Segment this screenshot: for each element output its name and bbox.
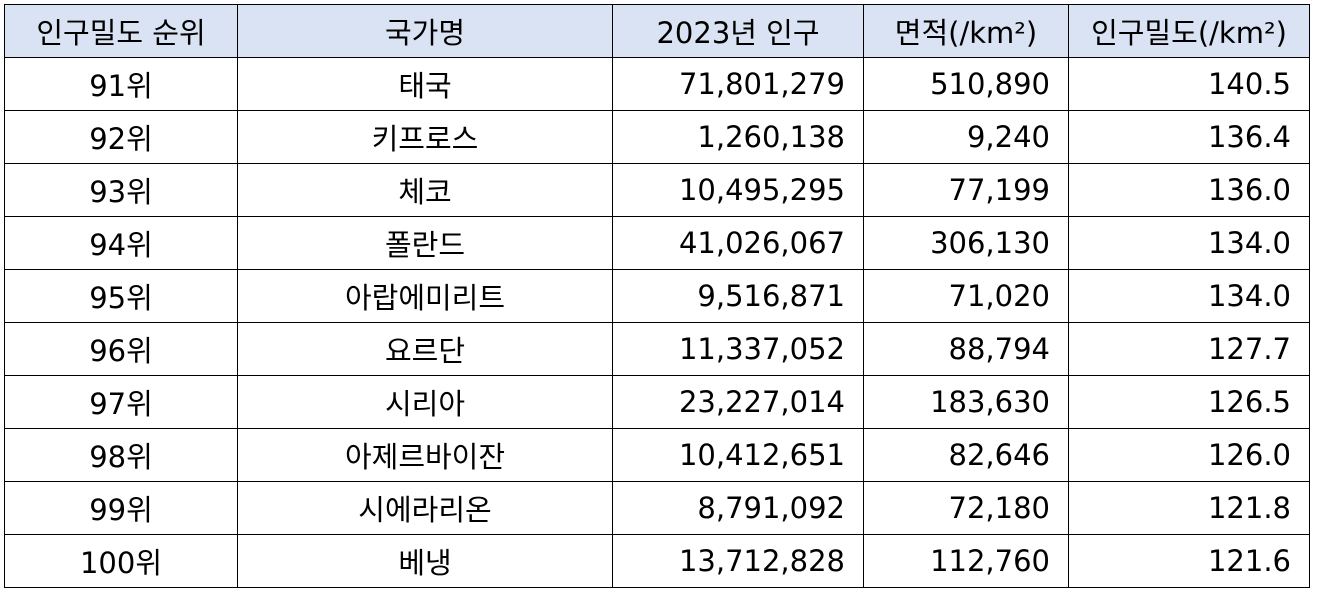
header-rank: 인구밀도 순위 xyxy=(4,4,238,58)
table-row: 96위 요르단 11,337,052 88,794 127.7 xyxy=(4,322,1310,376)
header-row: 인구밀도 순위 국가명 2023년 인구 면적(/km²) 인구밀도(/km²) xyxy=(4,4,1310,58)
table-row: 100위 베냉 13,712,828 112,760 121.6 xyxy=(4,534,1310,588)
country-cell: 아랍에미리트 xyxy=(237,269,613,323)
area-cell: 77,199 xyxy=(863,163,1069,217)
density-cell: 134.0 xyxy=(1068,216,1310,270)
population-cell: 13,712,828 xyxy=(612,534,864,588)
rank-cell: 97위 xyxy=(4,375,238,429)
table-row: 91위 태국 71,801,279 510,890 140.5 xyxy=(4,57,1310,111)
country-cell: 키프로스 xyxy=(237,110,613,164)
header-density: 인구밀도(/km²) xyxy=(1068,4,1310,58)
density-cell: 126.5 xyxy=(1068,375,1310,429)
table-row: 94위 폴란드 41,026,067 306,130 134.0 xyxy=(4,216,1310,270)
rank-cell: 100위 xyxy=(4,534,238,588)
table-row: 95위 아랍에미리트 9,516,871 71,020 134.0 xyxy=(4,269,1310,323)
density-cell: 140.5 xyxy=(1068,57,1310,111)
header-country: 국가명 xyxy=(237,4,613,58)
area-cell: 9,240 xyxy=(863,110,1069,164)
country-cell: 베냉 xyxy=(237,534,613,588)
rank-cell: 92위 xyxy=(4,110,238,164)
population-cell: 8,791,092 xyxy=(612,481,864,535)
area-cell: 306,130 xyxy=(863,216,1069,270)
population-cell: 23,227,014 xyxy=(612,375,864,429)
table-row: 92위 키프로스 1,260,138 9,240 136.4 xyxy=(4,110,1310,164)
country-cell: 체코 xyxy=(237,163,613,217)
table-row: 98위 아제르바이잔 10,412,651 82,646 126.0 xyxy=(4,428,1310,482)
population-cell: 10,412,651 xyxy=(612,428,864,482)
density-cell: 134.0 xyxy=(1068,269,1310,323)
rank-cell: 91위 xyxy=(4,57,238,111)
table-row: 99위 시에라리온 8,791,092 72,180 121.8 xyxy=(4,481,1310,535)
rank-cell: 93위 xyxy=(4,163,238,217)
population-cell: 11,337,052 xyxy=(612,322,864,376)
area-cell: 88,794 xyxy=(863,322,1069,376)
population-cell: 71,801,279 xyxy=(612,57,864,111)
density-cell: 121.6 xyxy=(1068,534,1310,588)
population-cell: 10,495,295 xyxy=(612,163,864,217)
table-row: 97위 시리아 23,227,014 183,630 126.5 xyxy=(4,375,1310,429)
country-cell: 시에라리온 xyxy=(237,481,613,535)
area-cell: 71,020 xyxy=(863,269,1069,323)
country-cell: 아제르바이잔 xyxy=(237,428,613,482)
population-cell: 9,516,871 xyxy=(612,269,864,323)
area-cell: 82,646 xyxy=(863,428,1069,482)
country-cell: 시리아 xyxy=(237,375,613,429)
density-cell: 127.7 xyxy=(1068,322,1310,376)
population-cell: 41,026,067 xyxy=(612,216,864,270)
country-cell: 태국 xyxy=(237,57,613,111)
rank-cell: 98위 xyxy=(4,428,238,482)
density-cell: 136.4 xyxy=(1068,110,1310,164)
area-cell: 112,760 xyxy=(863,534,1069,588)
population-density-table: 인구밀도 순위 국가명 2023년 인구 면적(/km²) 인구밀도(/km²)… xyxy=(4,4,1310,588)
area-cell: 510,890 xyxy=(863,57,1069,111)
country-cell: 요르단 xyxy=(237,322,613,376)
table-row: 93위 체코 10,495,295 77,199 136.0 xyxy=(4,163,1310,217)
country-cell: 폴란드 xyxy=(237,216,613,270)
area-cell: 183,630 xyxy=(863,375,1069,429)
rank-cell: 96위 xyxy=(4,322,238,376)
header-area: 면적(/km²) xyxy=(863,4,1069,58)
rank-cell: 94위 xyxy=(4,216,238,270)
rank-cell: 95위 xyxy=(4,269,238,323)
rank-cell: 99위 xyxy=(4,481,238,535)
population-cell: 1,260,138 xyxy=(612,110,864,164)
density-cell: 136.0 xyxy=(1068,163,1310,217)
density-cell: 121.8 xyxy=(1068,481,1310,535)
density-cell: 126.0 xyxy=(1068,428,1310,482)
header-population: 2023년 인구 xyxy=(612,4,864,58)
area-cell: 72,180 xyxy=(863,481,1069,535)
